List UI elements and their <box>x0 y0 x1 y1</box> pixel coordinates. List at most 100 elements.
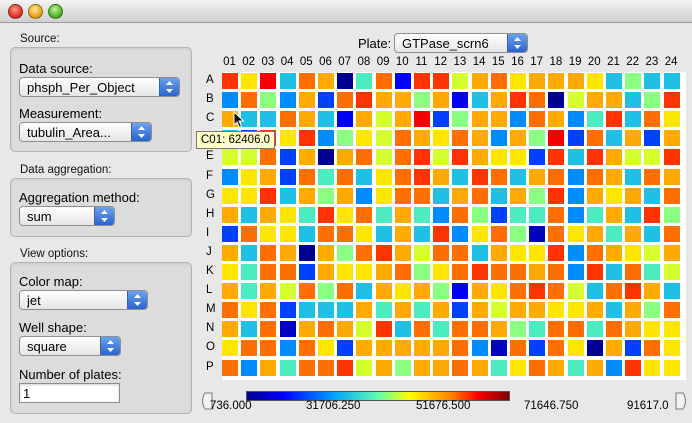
well-B22[interactable] <box>625 92 642 109</box>
well-H23[interactable] <box>644 206 661 223</box>
well-E03[interactable] <box>260 149 277 166</box>
well-K16[interactable] <box>510 264 526 280</box>
well-M06[interactable] <box>318 302 334 319</box>
well-E20[interactable] <box>586 149 603 166</box>
well-I06[interactable] <box>318 225 334 242</box>
well-H02[interactable] <box>241 206 258 223</box>
well-K21[interactable] <box>606 264 622 280</box>
well-P22[interactable] <box>625 359 642 376</box>
well-M19[interactable] <box>567 302 584 319</box>
well-D10[interactable] <box>394 130 411 147</box>
well-I08[interactable] <box>356 225 373 242</box>
well-H20[interactable] <box>586 206 603 223</box>
well-P11[interactable] <box>414 359 430 376</box>
measurement-select[interactable]: tubulin_Area... <box>19 122 152 142</box>
well-L16[interactable] <box>510 283 526 300</box>
well-F13[interactable] <box>452 168 469 185</box>
well-E12[interactable] <box>433 149 450 166</box>
well-G21[interactable] <box>606 187 622 204</box>
well-K07[interactable] <box>337 264 354 280</box>
well-N21[interactable] <box>606 321 622 338</box>
well-G06[interactable] <box>318 187 334 204</box>
well-H16[interactable] <box>510 206 526 223</box>
well-G03[interactable] <box>260 187 277 204</box>
well-O14[interactable] <box>471 340 488 357</box>
well-E06[interactable] <box>318 149 334 166</box>
well-I15[interactable] <box>490 225 507 242</box>
well-D22[interactable] <box>625 130 642 147</box>
well-M07[interactable] <box>337 302 354 319</box>
aggregation-method-select[interactable]: sum <box>19 206 115 226</box>
well-F06[interactable] <box>318 168 334 185</box>
well-B14[interactable] <box>471 92 488 109</box>
well-P06[interactable] <box>318 359 334 376</box>
well-L11[interactable] <box>414 283 430 300</box>
minimize-window-button[interactable] <box>28 4 43 19</box>
well-G24[interactable] <box>663 187 680 204</box>
well-E01[interactable] <box>222 149 238 166</box>
well-L15[interactable] <box>490 283 507 300</box>
well-B23[interactable] <box>644 92 661 109</box>
well-O02[interactable] <box>241 340 258 357</box>
well-K14[interactable] <box>471 264 488 280</box>
well-L10[interactable] <box>394 283 411 300</box>
well-G11[interactable] <box>414 187 430 204</box>
well-E04[interactable] <box>279 149 296 166</box>
well-O12[interactable] <box>433 340 450 357</box>
well-G01[interactable] <box>222 187 238 204</box>
well-F16[interactable] <box>510 168 526 185</box>
well-F01[interactable] <box>222 168 238 185</box>
well-D07[interactable] <box>337 130 354 147</box>
well-M02[interactable] <box>241 302 258 319</box>
well-G20[interactable] <box>586 187 603 204</box>
well-A16[interactable] <box>510 73 526 89</box>
well-I12[interactable] <box>433 225 450 242</box>
well-O21[interactable] <box>606 340 622 357</box>
well-L03[interactable] <box>260 283 277 300</box>
well-C05[interactable] <box>298 111 315 128</box>
well-D17[interactable] <box>529 130 546 147</box>
well-P23[interactable] <box>644 359 661 376</box>
well-O11[interactable] <box>414 340 430 357</box>
well-B09[interactable] <box>375 92 392 109</box>
well-B24[interactable] <box>663 92 680 109</box>
zoom-window-button[interactable] <box>48 4 63 19</box>
well-K10[interactable] <box>394 264 411 280</box>
well-I17[interactable] <box>529 225 546 242</box>
well-J01[interactable] <box>222 244 238 261</box>
well-J24[interactable] <box>663 244 680 261</box>
well-E23[interactable] <box>644 149 661 166</box>
well-C14[interactable] <box>471 111 488 128</box>
number-of-plates-input[interactable] <box>19 383 120 403</box>
well-A07[interactable] <box>337 73 354 89</box>
well-P13[interactable] <box>452 359 469 376</box>
well-B20[interactable] <box>586 92 603 109</box>
well-M18[interactable] <box>548 302 565 319</box>
well-F22[interactable] <box>625 168 642 185</box>
well-B13[interactable] <box>452 92 469 109</box>
well-C08[interactable] <box>356 111 373 128</box>
well-H22[interactable] <box>625 206 642 223</box>
well-A09[interactable] <box>375 73 392 89</box>
well-B15[interactable] <box>490 92 507 109</box>
well-G23[interactable] <box>644 187 661 204</box>
well-I11[interactable] <box>414 225 430 242</box>
well-F11[interactable] <box>414 168 430 185</box>
well-N10[interactable] <box>394 321 411 338</box>
well-B21[interactable] <box>606 92 622 109</box>
well-A05[interactable] <box>298 73 315 89</box>
well-J03[interactable] <box>260 244 277 261</box>
well-L20[interactable] <box>586 283 603 300</box>
well-N17[interactable] <box>529 321 546 338</box>
well-F24[interactable] <box>663 168 680 185</box>
well-J05[interactable] <box>298 244 315 261</box>
well-I05[interactable] <box>298 225 315 242</box>
well-F10[interactable] <box>394 168 411 185</box>
well-N04[interactable] <box>279 321 296 338</box>
well-A04[interactable] <box>279 73 296 89</box>
well-L21[interactable] <box>606 283 622 300</box>
well-P19[interactable] <box>567 359 584 376</box>
well-N19[interactable] <box>567 321 584 338</box>
well-O04[interactable] <box>279 340 296 357</box>
well-K23[interactable] <box>644 264 661 280</box>
